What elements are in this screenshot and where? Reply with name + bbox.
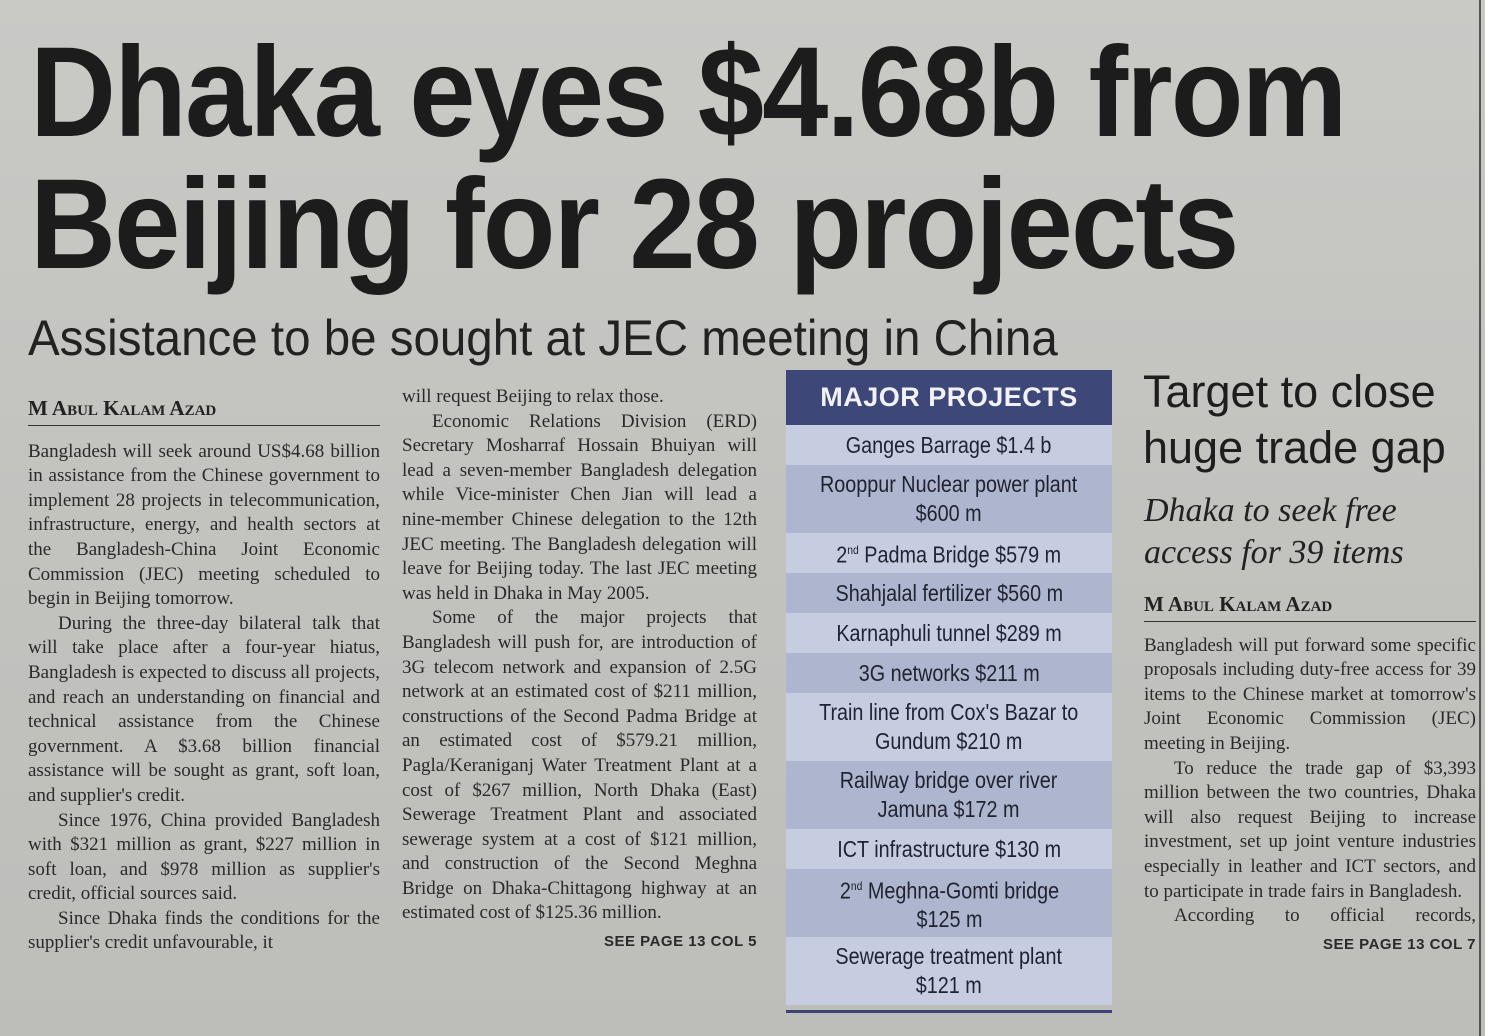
project-row: 3G networks $211 m [786,653,1112,693]
project-row: ICT infrastructure $130 m [786,829,1112,869]
subhead-line: access for 39 items [1144,534,1404,571]
project-label-line: Railway bridge over river [840,767,1058,793]
side-story-column: M Abul Kalam Azad Bangladesh will put fo… [1144,592,1476,957]
project-row: Ganges Barrage $1.4 b [786,425,1112,465]
project-row: Shahjalal fertilizer $560 m [786,573,1112,613]
ordinal-suffix: nd [850,878,862,893]
ordinal-number: 2 [839,877,851,904]
project-label-line: $125 m [916,906,982,933]
project-label: Rooppur Nuclear power plant $600 m [820,470,1077,528]
project-label-line: Karnaphuli tunnel $289 m [836,619,1062,646]
byline: M Abul Kalam Azad [1144,592,1476,622]
project-row: 2nd Padma Bridge $579 m [786,533,1112,573]
project-label-line: Gundum $210 m [875,728,1023,754]
main-story-column-1: M Abul Kalam Azad Bangladesh will seek a… [28,396,380,956]
project-label-line: Meghna-Gomti bridge [861,877,1059,904]
ordinal-number: 2 [836,541,848,568]
subhead-line: Dhaka to seek free [1144,492,1397,529]
jump-line: SEE PAGE 13 COL 7 [1323,935,1476,953]
project-label-line: Shahjalal fertilizer $560 m [835,579,1063,606]
project-label-line: Padma Bridge $579 m [859,541,1062,568]
subheadline: Assistance to be sought at JEC meeting i… [28,310,1058,366]
project-label-line: Jamuna $172 m [878,796,1020,822]
project-label: Shahjalal fertilizer $560 m [835,579,1063,608]
paragraph: Since Dhaka finds the conditions for the… [28,907,380,954]
project-label: Karnaphuli tunnel $289 m [836,619,1061,648]
paragraph: According to official records, [1174,905,1476,927]
project-label-line: Sewerage treatment plant [835,943,1063,969]
project-label: 2nd Padma Bridge $579 m [837,536,1062,570]
project-label: Sewerage treatment plant $121 m [836,942,1063,1000]
paragraph: Bangladesh will seek around US$4.68 bill… [28,440,380,610]
project-label-line: $121 m [915,972,982,998]
ordinal-suffix: nd [847,543,860,558]
project-label-line: 3G networks $211 m [858,659,1040,686]
project-row: Sewerage treatment plant $121 m [786,937,1112,1005]
project-label: Railway bridge over river Jamuna $172 m [840,766,1058,824]
project-label: Ganges Barrage $1.4 b [846,431,1052,460]
jump-line: SEE PAGE 13 COL 5 [604,933,757,951]
project-row: Train line from Cox's Bazar to Gundum $21… [786,693,1112,761]
paragraph: To reduce the trade gap of $3,393 millio… [1144,757,1476,902]
headline-line: huge trade gap [1143,422,1446,473]
paragraph: Bangladesh will put forward some specifi… [1144,634,1476,754]
project-row: Karnaphuli tunnel $289 m [786,613,1112,653]
main-story-column-2: will request Beijing to relax those. Eco… [402,385,757,955]
project-row: Rooppur Nuclear power plant $600 m [786,465,1112,533]
headline-line-1: Dhaka eyes $4.68b from [30,21,1347,164]
side-story-headline: Target to close huge trade gap [1143,364,1446,476]
project-label-line: Ganges Barrage $1.4 b [846,431,1052,458]
paragraph: Economic Relations Division (ERD) Secret… [402,410,757,604]
byline: M Abul Kalam Azad [28,396,380,426]
headline-line-2: Beijing for 28 projects [30,153,1239,296]
paragraph: Some of the major projects that Banglade… [402,607,757,924]
paragraph: During the three-day bilateral talk that… [28,612,380,806]
project-label: Train line from Cox's Bazar to Gundum $21… [819,698,1078,756]
paragraph: will request Beijing to relax those. [402,386,664,407]
project-label-line: ICT infrastructure $130 m [837,835,1061,862]
major-projects-box: MAJOR PROJECTS Ganges Barrage $1.4 b Roop… [786,370,1112,1013]
project-label-line: Rooppur Nuclear power plant [820,471,1078,497]
project-row: 2nd Meghna-Gomti bridge $125 m [786,869,1112,937]
project-label: 3G networks $211 m [858,659,1039,688]
project-label-line: $600 m [915,500,982,526]
project-row: Railway bridge over river Jamuna $172 m [786,761,1112,829]
headline-line: Target to close [1143,366,1436,417]
project-label-line: Train line from Cox's Bazar to [819,699,1079,725]
column-divider [1479,0,1481,1036]
side-story-subhead: Dhaka to seek free access for 39 items [1144,490,1404,574]
project-label: 2nd Meghna-Gomti bridge $125 m [839,872,1058,935]
project-label: ICT infrastructure $130 m [837,835,1061,864]
paragraph: Since 1976, China provided Bangladesh wi… [28,809,380,905]
major-projects-title: MAJOR PROJECTS [786,370,1112,425]
